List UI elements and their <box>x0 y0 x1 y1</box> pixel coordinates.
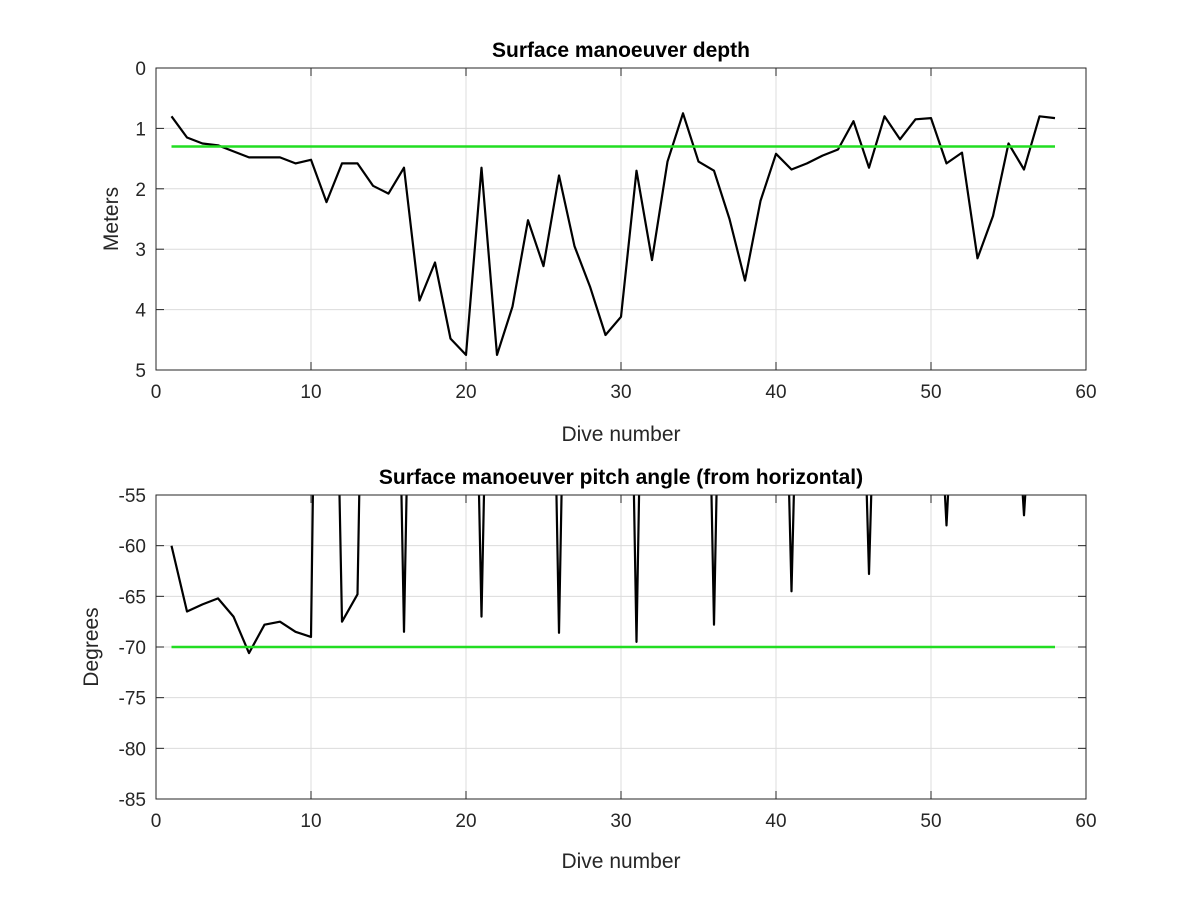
depth-y-tick-label: 0 <box>135 59 146 80</box>
depth-x-tick-label: 30 <box>610 382 631 403</box>
depth-x-tick-label: 20 <box>455 382 476 403</box>
depth-x-tick-label: 0 <box>151 382 162 403</box>
pitch-ticks: 0 10 20 30 40 50 60 -55 -60 -65 -70 -75 -80 -85 <box>119 486 1097 832</box>
depth-y-tick-label: 4 <box>135 301 146 322</box>
depth-ticks: 0 10 20 30 40 50 60 0 1 2 3 4 5 <box>135 59 1096 403</box>
pitch-y-tick-label: -65 <box>119 587 146 608</box>
depth-series <box>170 112 1056 356</box>
pitch-x-axis-label: Dive number <box>561 850 680 873</box>
depth-x-tick-label: 60 <box>1075 382 1096 403</box>
pitch-x-tick-label: 60 <box>1075 811 1096 832</box>
depth-x-tick-label: 40 <box>765 382 786 403</box>
depth-x-axis-label: Dive number <box>561 423 680 446</box>
depth-data-line <box>170 112 1056 356</box>
pitch-y-tick-label: -80 <box>119 739 146 760</box>
depth-x-tick-label: 50 <box>920 382 941 403</box>
pitch-y-axis-label: Degrees <box>80 607 103 686</box>
depth-y-tick-label: 2 <box>135 180 146 201</box>
pitch-data-line <box>170 495 1027 655</box>
pitch-x-tick-label: 0 <box>151 811 162 832</box>
depth-axes: 0 10 20 30 40 50 60 0 1 2 3 4 5 Surface manoeuver de… <box>100 39 1097 446</box>
depth-y-tick-label: 5 <box>135 361 146 382</box>
pitch-x-tick-label: 30 <box>610 811 631 832</box>
pitch-chart-title: Surface manoeuver pitch angle (from hori… <box>379 466 863 489</box>
depth-y-axis-label: Meters <box>100 187 123 251</box>
depth-chart-title: Surface manoeuver depth <box>492 39 750 62</box>
pitch-y-tick-label: -70 <box>119 638 146 659</box>
pitch-y-tick-label: -85 <box>119 790 146 811</box>
pitch-axes: 0 10 20 30 40 50 60 -55 -60 -65 -70 -75 -80 -85 Surfa… <box>80 466 1097 873</box>
pitch-series <box>170 495 1055 655</box>
pitch-x-tick-label: 50 <box>920 811 941 832</box>
pitch-y-tick-label: -55 <box>119 486 146 507</box>
depth-y-tick-label: 1 <box>135 119 146 140</box>
pitch-x-tick-label: 40 <box>765 811 786 832</box>
pitch-y-tick-label: -75 <box>119 689 146 710</box>
depth-x-tick-label: 10 <box>300 382 321 403</box>
pitch-x-tick-label: 20 <box>455 811 476 832</box>
pitch-y-tick-label: -60 <box>119 537 146 558</box>
depth-y-tick-label: 3 <box>135 240 146 261</box>
pitch-x-tick-label: 10 <box>300 811 321 832</box>
